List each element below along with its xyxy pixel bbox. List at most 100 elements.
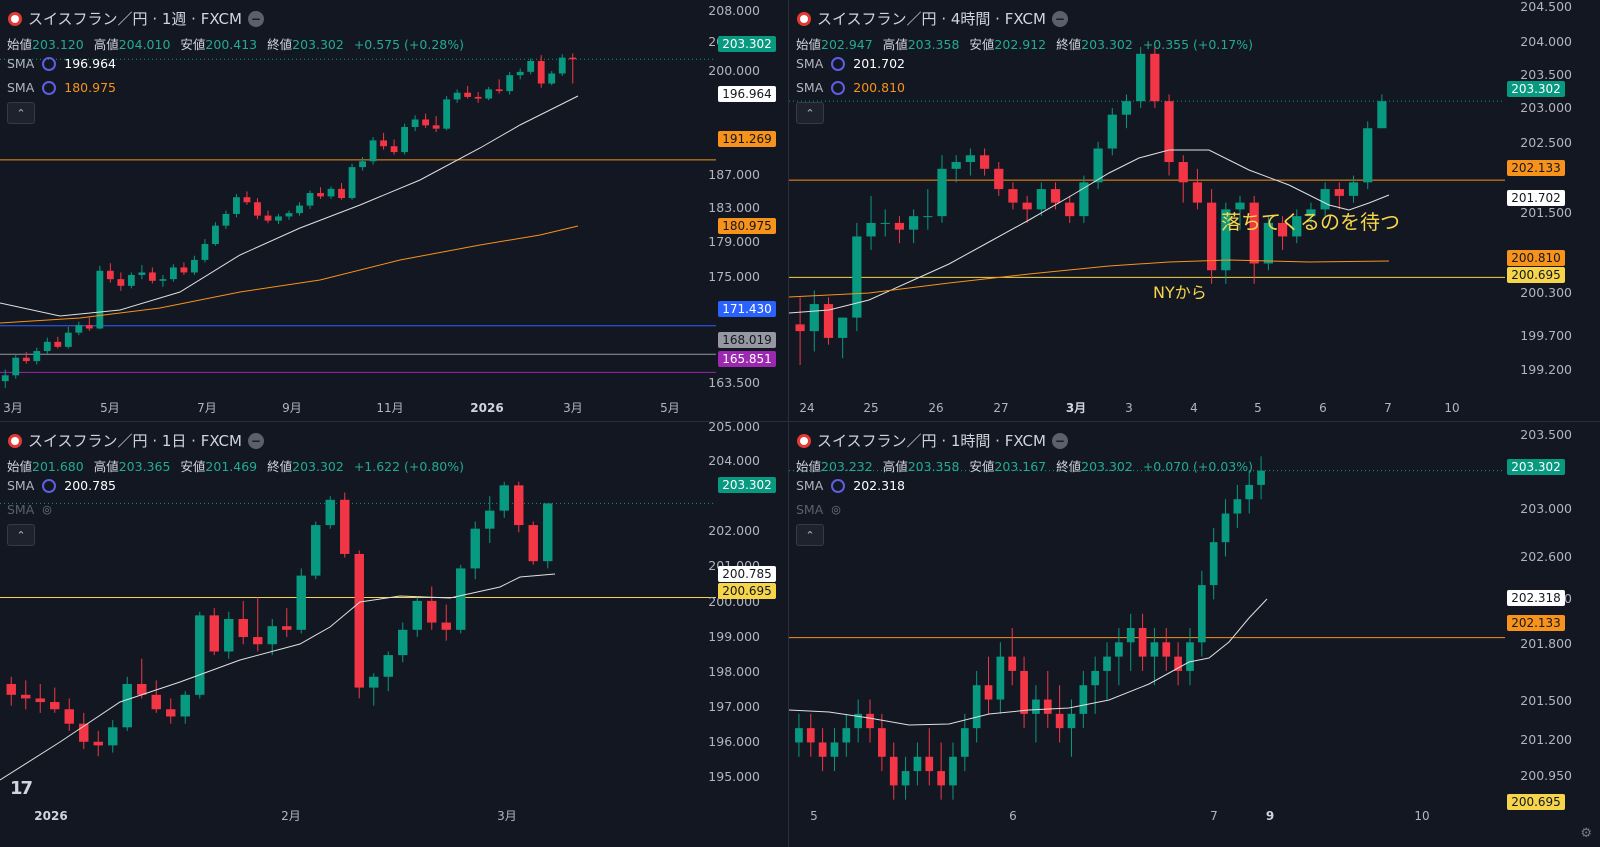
price-tag[interactable] <box>718 332 776 348</box>
candle-body[interactable] <box>1207 202 1217 271</box>
minus-icon[interactable]: − <box>247 10 264 27</box>
candle-body[interactable] <box>1036 189 1046 210</box>
candle-body[interactable] <box>264 215 272 221</box>
candle-body[interactable] <box>325 499 335 526</box>
candle-body[interactable] <box>180 694 190 717</box>
pane-divider-vertical[interactable] <box>788 0 789 847</box>
candle-body[interactable] <box>354 553 364 688</box>
price-tag[interactable] <box>1507 590 1565 606</box>
candle-body[interactable] <box>401 127 409 153</box>
collapse-legend-button[interactable]: ⌃ <box>7 524 35 546</box>
candle-body[interactable] <box>1320 189 1330 210</box>
sma-long-line[interactable] <box>789 259 1390 298</box>
sma-legend-1[interactable]: SMA 200.785 <box>7 478 116 493</box>
candle-body[interactable] <box>151 694 161 710</box>
candle-body[interactable] <box>1249 202 1259 264</box>
candle-body[interactable] <box>951 162 961 169</box>
gear-icon[interactable]: ⚙ <box>1580 826 1592 841</box>
annotation-from-ny[interactable]: NYから <box>1153 283 1207 302</box>
candle-body[interactable] <box>569 57 577 60</box>
candle-body[interactable] <box>1363 128 1373 183</box>
chart-pane-weekly[interactable]: 208.000204.000200.000187.000183.000179.0… <box>0 0 788 421</box>
candle-body[interactable] <box>972 685 981 729</box>
candle-body[interactable] <box>495 89 503 92</box>
candle-body[interactable] <box>1138 628 1147 657</box>
candle-body[interactable] <box>359 161 366 168</box>
annotation-wait-for-drop[interactable]: 落ちてくるのを待つ <box>1221 210 1400 234</box>
candle-body[interactable] <box>1178 162 1188 183</box>
sma-legend-1[interactable]: SMA 196.964 <box>7 56 116 71</box>
candle-body[interactable] <box>117 279 125 286</box>
chart-pane-1h[interactable]: 203.500203.000202.600202.200201.800201.5… <box>789 422 1600 847</box>
candle-body[interactable] <box>122 683 132 728</box>
candle-body[interactable] <box>1150 642 1159 657</box>
price-tag[interactable] <box>718 477 776 493</box>
price-tag[interactable] <box>718 583 776 599</box>
candle-body[interactable] <box>1186 642 1194 671</box>
candle-body[interactable] <box>1292 216 1302 237</box>
candle-body[interactable] <box>823 304 834 338</box>
candle-body[interactable] <box>1306 209 1316 217</box>
candle-body[interactable] <box>809 304 819 332</box>
candle-body[interactable] <box>411 119 419 128</box>
candle-body[interactable] <box>1233 499 1242 514</box>
candle-body[interactable] <box>1197 585 1206 643</box>
candle-body[interactable] <box>212 225 219 245</box>
candle-body[interactable] <box>1348 182 1359 196</box>
price-tag[interactable] <box>1507 459 1565 475</box>
candle-body[interactable] <box>1093 148 1103 183</box>
sma-legend-2-hidden[interactable]: SMA ◎ <box>796 502 847 517</box>
candle-body[interactable] <box>275 216 282 221</box>
price-tag[interactable] <box>718 86 776 102</box>
candle-body[interactable] <box>842 728 851 743</box>
symbol-title[interactable]: スイスフラン／円 · 1時間 · FXCM <box>817 432 1046 450</box>
chart-pane-4h[interactable]: 204.500 204.000 203.500 203.000 202.500 201.5… <box>789 0 1600 421</box>
candle-body[interactable] <box>527 60 535 72</box>
price-tag[interactable] <box>718 301 776 317</box>
candle-body[interactable] <box>169 267 177 280</box>
candle-body[interactable] <box>1192 182 1203 203</box>
candle-body[interactable] <box>383 655 393 677</box>
candle-body[interactable] <box>1136 53 1146 102</box>
price-tag[interactable] <box>1507 615 1565 631</box>
candle-body[interactable] <box>127 274 135 286</box>
candle-body[interactable] <box>43 341 51 352</box>
candle-body[interactable] <box>464 92 472 97</box>
candle-body[interactable] <box>979 155 990 169</box>
candle-body[interactable] <box>432 125 440 129</box>
chart-canvas-1h[interactable]: 203.500203.000202.600202.200201.800201.5… <box>789 422 1600 847</box>
chart-canvas-4h[interactable]: 204.500 204.000 203.500 203.000 202.500 201.5… <box>789 0 1600 421</box>
collapse-legend-button[interactable]: ⌃ <box>796 102 824 124</box>
candle-body[interactable] <box>456 568 466 630</box>
candle-body[interactable] <box>866 222 876 237</box>
chart-pane-daily[interactable]: 205.000 204.000 202.000 201.000 200.000 199.0… <box>0 422 788 847</box>
candle-body[interactable] <box>296 205 303 214</box>
candle-body[interactable] <box>85 325 93 329</box>
candle-body[interactable] <box>180 267 188 273</box>
eye-slash-icon[interactable]: ◎ <box>42 502 52 516</box>
sma-legend-1[interactable]: SMA 201.702 <box>796 56 905 71</box>
symbol-title[interactable]: スイスフラン／円 · 1日 · FXCM <box>28 432 242 450</box>
candle-body[interactable] <box>137 683 147 695</box>
symbol-title[interactable]: スイスフラン／円 · 1週 · FXCM <box>28 10 242 28</box>
candle-body[interactable] <box>209 615 219 652</box>
candle-body[interactable] <box>21 694 31 699</box>
candle-body[interactable] <box>1065 202 1075 217</box>
candle-body[interactable] <box>528 525 538 562</box>
candle-body[interactable] <box>866 713 874 729</box>
candle-body[interactable] <box>806 728 815 743</box>
candle-body[interactable] <box>306 193 314 206</box>
candle-body[interactable] <box>537 60 545 84</box>
candle-body[interactable] <box>1107 114 1117 149</box>
candle-body[interactable] <box>12 357 20 376</box>
candle-body[interactable] <box>795 324 805 332</box>
candle-body[interactable] <box>64 332 72 347</box>
candle-body[interactable] <box>470 528 480 569</box>
candle-body[interactable] <box>548 73 556 84</box>
candle-body[interactable] <box>317 193 324 197</box>
collapse-legend-button[interactable]: ⌃ <box>796 524 824 546</box>
candle-body[interactable] <box>485 89 493 99</box>
candle-body[interactable] <box>1079 182 1089 217</box>
chart-canvas-daily[interactable]: 205.000204.000202.000201.000200.000199.0… <box>0 422 788 847</box>
candle-body[interactable] <box>233 197 240 214</box>
